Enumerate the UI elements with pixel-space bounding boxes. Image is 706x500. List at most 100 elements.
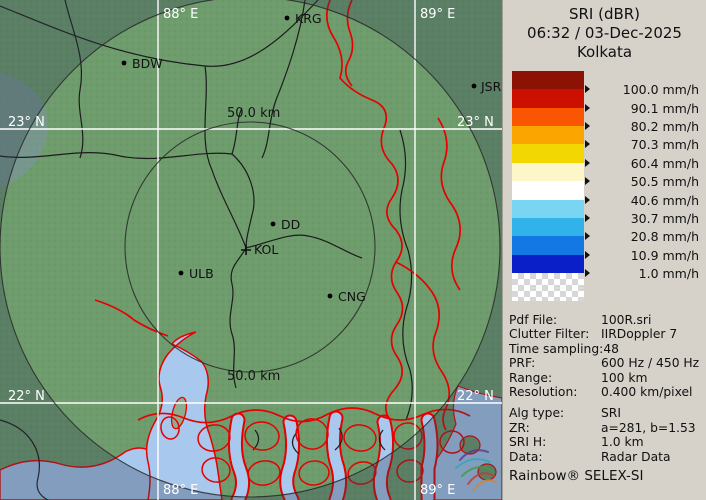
legend-level-row: 1.0 mm/h: [585, 265, 699, 281]
lon-label-bottom-89: 89° E: [420, 483, 455, 498]
meta-value: SRI: [601, 406, 621, 421]
river-main: [325, 0, 404, 421]
radar-map-canvas: 88° E 89° E 88° E 89° E 23° N 23° N 22° …: [0, 0, 502, 500]
city-dot: [121, 60, 127, 66]
meta-value: IIRDoppler 7: [601, 327, 678, 342]
level-arrow-icon: [585, 251, 590, 259]
city-label-ulb: ULB: [189, 266, 214, 281]
legend-level-label: 90.1 mm/h: [630, 100, 699, 116]
legend-level-label: 70.3 mm/h: [630, 136, 699, 152]
river-east-edge: [437, 117, 461, 291]
graticule: [0, 0, 502, 500]
legend-level-label: 50.5 mm/h: [630, 173, 699, 189]
river-branch-north: [344, 0, 354, 87]
meta-row: Range: 100 km: [509, 371, 704, 385]
info-panel: SRI (dBR) 06:32 / 03-Dec-2025 Kolkata 10…: [502, 0, 706, 500]
legend-level-row: 90.1 mm/h: [585, 100, 699, 116]
legend-level-label: 60.4 mm/h: [630, 155, 699, 171]
lon-label-bottom-88: 88° E: [163, 483, 198, 498]
level-arrow-icon: [585, 177, 590, 185]
meta-value: 1.0 km: [601, 435, 644, 450]
legend-level-row: 60.4 mm/h: [585, 155, 699, 171]
legend-swatch: [512, 254, 584, 273]
meta-row: PRF: 600 Hz / 450 Hz: [509, 356, 704, 370]
lat-label-right-22: 22° N: [457, 389, 494, 404]
legend-swatch: [512, 217, 584, 237]
legend-level-label: 80.2 mm/h: [630, 118, 699, 134]
city-dot: [178, 270, 184, 276]
meta-value: 100R.sri: [601, 313, 652, 327]
legend-level-row: 40.6 mm/h: [585, 193, 699, 208]
level-arrow-icon: [585, 85, 590, 93]
meta-row: Resolution: 0.400 km/pixel: [509, 385, 704, 399]
meta-label: ZR:: [509, 420, 530, 435]
rainbow-logo-icon: [455, 449, 497, 491]
scan-metadata: Pdf File: 100R.sri Clutter Filter: IIRDopp…: [509, 313, 704, 484]
legend-level-row: 100.0 mm/h: [585, 82, 699, 97]
city-label-kol: KOL: [254, 242, 278, 257]
station-name: Kolkata: [576, 43, 633, 61]
meta-spacer: [509, 399, 704, 406]
meta-label: Range:: [509, 370, 553, 385]
meta-value: 100 km: [601, 370, 648, 385]
level-arrow-icon: [585, 104, 590, 112]
legend-swatch: [512, 71, 584, 90]
city-label-bdw: BDW: [132, 56, 163, 71]
legend-swatch: [512, 126, 584, 145]
level-arrow-icon: [585, 232, 590, 240]
map-labels: 88° E 89° E 88° E 89° E 23° N 23° N 22° …: [8, 7, 494, 498]
legend-swatch: [512, 199, 584, 218]
river-patch-northwest: [0, 72, 48, 188]
city-label-dd: DD: [281, 217, 300, 232]
legend-level-label: 10.9 mm/h: [630, 247, 699, 263]
estuary-island: [170, 396, 188, 430]
range-ring-100km: [0, 0, 501, 498]
meta-value: 0.400 km/pixel: [601, 385, 693, 400]
legend-level-row: 30.7 mm/h: [585, 211, 699, 226]
delta-island-outlines: [160, 416, 465, 486]
legend-level-label: 1.0 mm/h: [638, 265, 699, 281]
city-dot: [327, 293, 333, 299]
meta-label: Data:: [509, 449, 543, 464]
meta-label: Clutter Filter:: [509, 327, 590, 342]
meta-label: Pdf File:: [509, 313, 558, 327]
delta-channels: [229, 412, 437, 500]
meta-row: ZR: a=281, b=1.53: [509, 421, 704, 435]
city-dot: [284, 15, 290, 21]
range-ring-label-top: 50.0 km: [227, 106, 280, 121]
meta-row: Pdf File: 100R.sri: [509, 313, 704, 327]
meta-row: Time sampling: 48: [509, 342, 704, 356]
water-bodies: [0, 331, 502, 500]
lon-label-top-89: 89° E: [420, 7, 455, 22]
meta-row: SRI H: 1.0 km: [509, 435, 704, 449]
meta-row: Clutter Filter: IIRDoppler 7: [509, 327, 704, 341]
legend-level-row: 80.2 mm/h: [585, 118, 699, 134]
city-label-cng: CNG: [338, 289, 366, 304]
no-data-checker-swatch: [512, 273, 584, 301]
meta-value: 48: [603, 341, 619, 356]
city-label-krg: KRG: [295, 11, 322, 26]
city-markers: KRG BDW JSR DD KOL ULB CNG: [121, 11, 502, 304]
legend-swatch: [512, 236, 584, 255]
color-scale-bar: [512, 71, 584, 273]
meta-value: a=281, b=1.53: [601, 420, 696, 435]
panel-header: SRI (dBR) 06:32 / 03-Dec-2025 Kolkata: [503, 5, 706, 62]
lat-label-left-22: 22° N: [8, 389, 45, 404]
out-of-range-dim-overlay: [0, 0, 502, 500]
legend-level-row: 70.3 mm/h: [585, 136, 699, 152]
meta-label: Alg type:: [509, 406, 565, 421]
scan-datetime: 06:32 / 03-Dec-2025: [527, 24, 682, 42]
legend-level-row: 10.9 mm/h: [585, 247, 699, 263]
level-arrow-icon: [585, 140, 590, 148]
level-arrow-icon: [585, 269, 590, 277]
meta-row: Data: Radar Data: [509, 450, 704, 464]
city-dot: [270, 221, 276, 227]
city-label-jsr: JSR: [480, 79, 502, 94]
legend-swatch: [512, 144, 584, 163]
meta-label: Time sampling:: [509, 341, 604, 356]
meta-value: 600 Hz / 450 Hz: [601, 356, 700, 371]
level-arrow-icon: [585, 159, 590, 167]
lat-label-left-23: 23° N: [8, 115, 45, 130]
legend-swatch: [512, 89, 584, 108]
